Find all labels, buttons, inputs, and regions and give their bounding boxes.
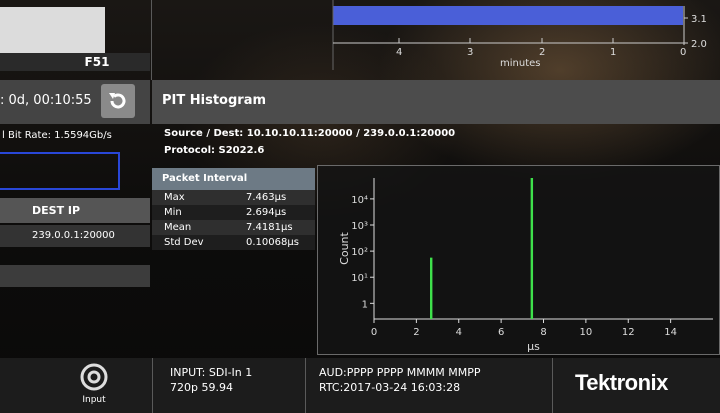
tektronix-logo: Tektronix [575,370,668,395]
histogram-bar [530,178,534,319]
x-tick-label: 6 [498,327,504,338]
x-tick-label: 8 [540,327,546,338]
input-icon [80,363,108,391]
x-tick-label: 4 [456,327,462,338]
histogram-bar [430,257,433,319]
row-value: 7.4181µs [246,222,293,233]
table-row: Max 7.463µs [152,190,315,205]
y-tick-label: 10¹ [351,273,368,284]
x-tick-label: 2 [413,327,419,338]
top-graph: 3.1 2.0 4 3 2 1 0 minutes [332,0,707,70]
x-tick-label: 14 [664,327,677,338]
pit-histogram-chart: 1 10¹ 10² 10³ 10⁴ 0 2 4 6 8 10 12 14 Count µs [338,178,713,353]
table-row: Std Dev 0.10068µs [152,235,315,250]
top-y-tick: 3.1 [691,14,707,25]
dest-ip-value: 239.0.0.1:20000 [32,230,115,241]
empty-row [0,265,150,287]
uptime-text: : 0d, 00:10:55 [0,93,92,108]
packet-interval-table: Packet Interval Max 7.463µs Min 2.694µs Me… [152,168,315,250]
source-dest-text: Source / Dest: 10.10.10.11:20000 / 239.0… [164,128,456,139]
top-x-tick: 4 [396,47,402,58]
f-label-bar[interactable]: F51 [0,53,150,71]
row-label: Max [164,192,185,203]
input-button-label: Input [82,395,106,405]
top-x-tick: 0 [680,47,686,58]
pit-histogram-panel[interactable]: 1 10¹ 10² 10³ 10⁴ 0 2 4 6 8 10 12 14 Count µs [317,165,720,355]
pit-header-bar [152,80,720,124]
x-tick-label: 10 [580,327,593,338]
divider [152,358,153,413]
refresh-icon [109,93,126,109]
y-tick-label: 1 [362,299,368,310]
top-y-tick: 2.0 [691,39,707,50]
x-tick-label: 12 [622,327,635,338]
rtc-text: RTC:2017-03-24 16:03:28 [319,381,461,394]
table-row: Min 2.694µs [152,205,315,220]
row-value: 7.463µs [246,192,287,203]
dest-ip-header[interactable]: DEST IP [0,198,150,223]
audio-status-text: AUD:PPPP PPPP MMMM MMPP [319,366,481,379]
table-row: Mean 7.4181µs [152,220,315,235]
y-tick-label: 10⁴ [351,195,368,206]
bitrate-bar [333,6,683,25]
video-format-text: 720p 59.94 [170,381,233,394]
row-value: 2.694µs [246,207,287,218]
divider [305,358,306,413]
dest-ip-header-label: DEST IP [32,204,81,217]
selection-box[interactable] [0,152,120,190]
row-label: Std Dev [164,237,204,248]
divider [151,0,152,80]
packet-interval-header: Packet Interval [152,168,315,190]
thumbnail-box[interactable] [0,7,105,53]
x-axis-label: µs [527,340,540,353]
y-axis-label: Count [338,231,351,264]
f-label: F51 [84,55,110,69]
y-tick-label: 10² [351,247,368,258]
divider [552,358,553,413]
row-label: Mean [164,222,192,233]
protocol-text: Protocol: S2022.6 [164,145,265,156]
input-source-text: INPUT: SDI-In 1 [170,366,253,379]
refresh-button[interactable] [101,84,135,118]
dest-ip-value-row[interactable]: 239.0.0.1:20000 [0,225,150,247]
top-x-tick: 3 [467,47,473,58]
row-label: Min [164,207,182,218]
x-tick-label: 0 [371,327,377,338]
y-tick-label: 10³ [351,221,368,232]
status-bar [0,358,720,413]
bitrate-text: l Bit Rate: 1.5594Gb/s [2,130,112,141]
row-value: 0.10068µs [246,237,299,248]
input-button[interactable]: Input [70,362,118,408]
top-x-tick: 2 [539,47,545,58]
top-x-tick: 1 [610,47,616,58]
top-x-label: minutes [500,58,540,69]
page-title: PIT Histogram [162,93,267,108]
